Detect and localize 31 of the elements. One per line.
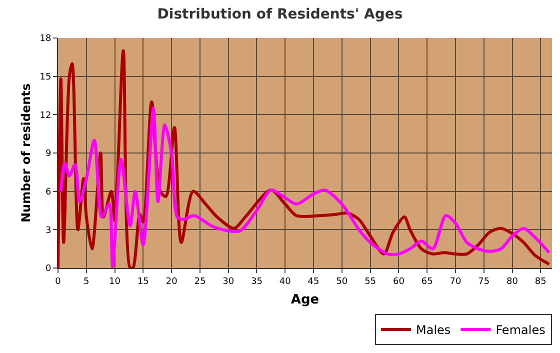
x-tick-label: 10 [109, 276, 121, 287]
y-tick-label: 15 [40, 72, 52, 82]
x-tick-label: 55 [364, 276, 376, 287]
x-tick-label: 50 [336, 276, 348, 287]
line-series [59, 106, 551, 268]
legend-label: Females [496, 323, 546, 338]
y-tick-label: 18 [40, 34, 52, 44]
x-tick-label: 65 [421, 276, 433, 287]
y-tick-label: 3 [45, 226, 52, 236]
y-axis-title: Number of residents [19, 83, 34, 223]
x-tick-label: 45 [308, 276, 320, 287]
x-tick-label: 40 [279, 276, 292, 287]
x-tick-label: 75 [478, 276, 490, 287]
chart-title: Distribution of Residents' Ages [157, 6, 403, 23]
y-tick-label: 9 [45, 149, 52, 160]
y-tick-label: 12 [40, 110, 52, 121]
x-tick-label: 30 [222, 276, 234, 287]
x-tick-label: 60 [392, 276, 405, 287]
x-tick-label: 70 [450, 276, 462, 287]
y-tick-label: 6 [45, 187, 52, 198]
x-tick-label: 25 [194, 276, 206, 287]
x-tick-label: 20 [166, 276, 178, 287]
x-tick-label: 5 [84, 276, 90, 287]
x-tick-label: 0 [55, 276, 62, 287]
x-tick-label: 85 [534, 276, 546, 287]
x-axis-title: Age [290, 292, 320, 308]
legend-label: Males [416, 323, 451, 338]
y-tick-label: 0 [45, 264, 52, 274]
x-tick-label: 80 [506, 276, 518, 287]
x-tick-label: 15 [137, 276, 149, 287]
x-tick-label: 35 [251, 276, 262, 287]
